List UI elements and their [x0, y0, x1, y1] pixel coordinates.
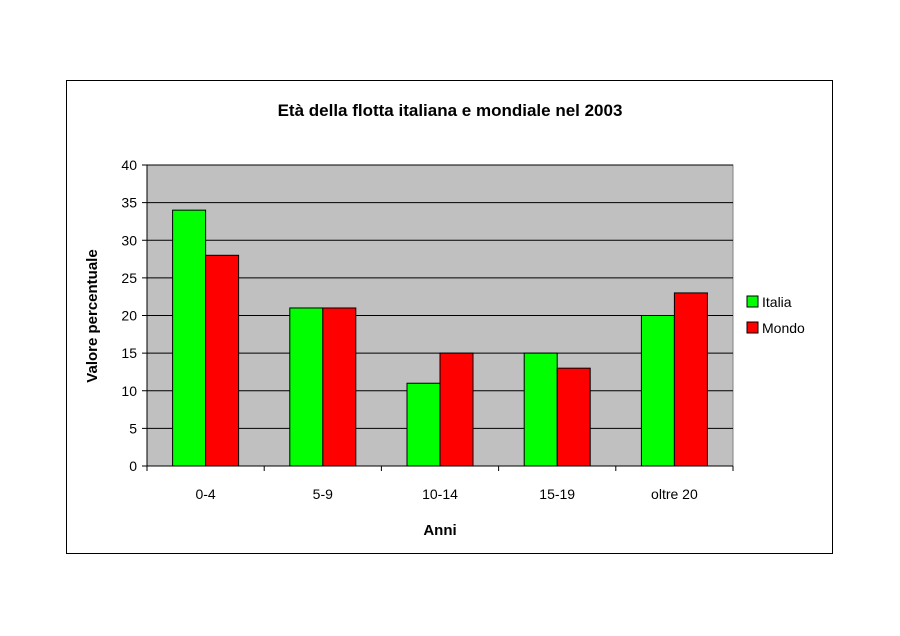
legend-label-italia: Italia [762, 294, 792, 310]
bar-mondo-15-19 [556, 367, 591, 467]
legend-label-mondo: Mondo [762, 320, 805, 336]
y-tick-label: 15 [121, 345, 137, 361]
y-tick-label: 10 [121, 383, 137, 399]
bar-mondo-0-4 [205, 254, 240, 467]
y-tick-label: 30 [121, 232, 137, 248]
chart-title: Età della flotta italiana e mondiale nel… [278, 101, 623, 120]
x-axis-title: Anni [423, 522, 456, 539]
y-tick-label: 40 [121, 157, 137, 173]
y-tick-label: 0 [129, 458, 137, 474]
x-tick-labels: 0-4 5-9 10-14 15-19 oltre 20 [195, 486, 697, 502]
y-tick-label: 20 [121, 308, 137, 324]
y-axis-title: Valore percentuale [84, 249, 101, 382]
axes [142, 164, 734, 471]
x-tick-label: oltre 20 [651, 486, 698, 502]
bar-mondo-10-14 [439, 352, 474, 467]
y-tick-label: 5 [129, 420, 137, 436]
bar-mondo-5-9 [322, 307, 357, 467]
y-tick-labels: 0 5 10 15 20 25 30 35 40 [121, 157, 137, 474]
bar-italia-15-19 [523, 352, 558, 467]
x-tick-label: 5-9 [313, 486, 333, 502]
bars [172, 209, 708, 467]
legend: Italia Mondo [740, 287, 828, 343]
bar-italia-5-9 [289, 307, 324, 467]
bar-italia-oltre-20 [640, 315, 675, 467]
y-tick-label: 25 [121, 270, 137, 286]
bar-italia-10-14 [406, 382, 441, 467]
bar-mondo-oltre-20 [673, 292, 708, 467]
y-tick-label: 35 [121, 195, 137, 211]
x-tick-label: 0-4 [195, 486, 215, 502]
x-tick-label: 10-14 [422, 486, 458, 502]
bar-italia-0-4 [172, 209, 207, 467]
legend-swatch-mondo [746, 321, 759, 334]
x-tick-label: 15-19 [539, 486, 575, 502]
legend-swatch-italia [746, 295, 759, 308]
